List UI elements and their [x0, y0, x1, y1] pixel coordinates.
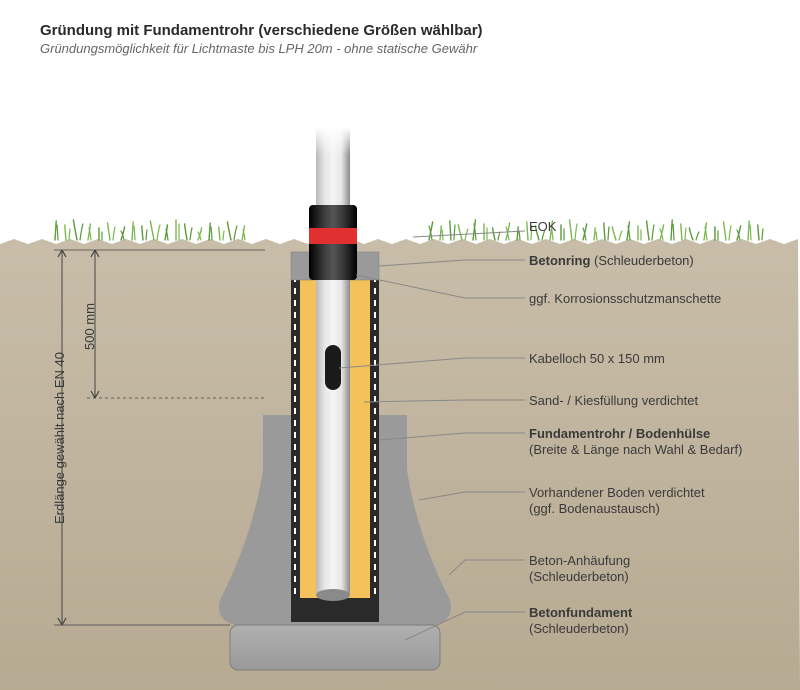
callout-boden: Vorhandener Boden verdichtet (ggf. Boden… — [529, 485, 705, 518]
callout-fundamentrohr: Fundamentrohr / Bodenhülse (Breite & Län… — [529, 426, 742, 459]
mast-pipe — [316, 90, 350, 595]
red-band — [309, 228, 357, 244]
callout-anhaeufung: Beton-Anhäufung (Schleuderbeton) — [529, 553, 630, 586]
diagram-svg — [0, 0, 800, 690]
callout-eok: EOK — [529, 219, 556, 235]
cable-hole — [325, 345, 341, 390]
callout-sandkies: Sand- / Kiesfüllung verdichtet — [529, 393, 698, 409]
callout-betonfundament: Betonfundament (Schleuderbeton) — [529, 605, 632, 638]
callout-korrosion: ggf. Korrosionsschutzmanschette — [529, 291, 721, 307]
concrete-base — [230, 625, 440, 670]
dim-earthlength-label: Erdlänge gewählt nach EN 40 — [52, 352, 67, 524]
dim-500mm-label: 500 mm — [82, 303, 97, 350]
callout-kabelloch: Kabelloch 50 x 150 mm — [529, 351, 665, 367]
callout-betonring: Betonring (Schleuderbeton) — [529, 253, 694, 269]
